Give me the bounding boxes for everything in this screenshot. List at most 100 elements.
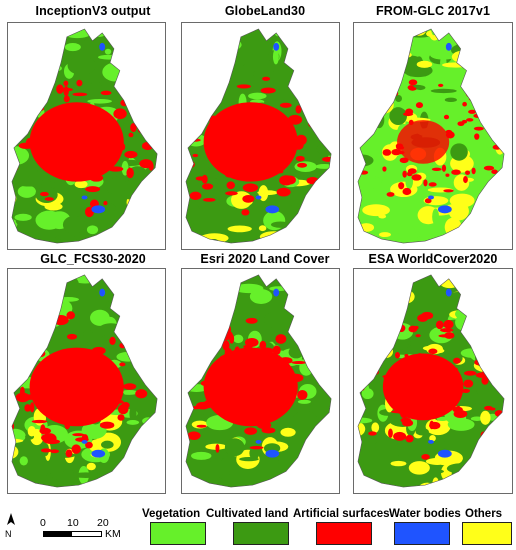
land-patch <box>35 210 63 230</box>
land-patch <box>14 213 32 221</box>
land-patch <box>474 459 481 477</box>
land-patch <box>146 352 158 371</box>
land-patch <box>212 38 242 52</box>
urban-patch <box>200 380 217 387</box>
urban-patch <box>411 174 422 181</box>
land-patch <box>192 56 203 61</box>
urban-patch <box>24 404 32 412</box>
land-patch <box>132 148 158 163</box>
urban-patch <box>68 107 83 113</box>
water-body <box>255 439 262 444</box>
land-patch <box>87 98 112 104</box>
urban-patch <box>396 145 405 150</box>
land-patch <box>422 345 443 351</box>
land-patch <box>302 83 311 98</box>
land-patch <box>318 380 332 390</box>
urban-patch <box>90 409 105 418</box>
legend-swatch-water-bodies <box>394 522 450 545</box>
urban-patch <box>473 126 484 131</box>
land-patch <box>357 353 365 363</box>
land-patch <box>146 336 158 348</box>
land-patch <box>283 280 293 292</box>
urban-patch <box>438 83 444 88</box>
water-body <box>91 449 106 458</box>
land-patch <box>451 482 468 488</box>
urban-patch <box>226 181 235 190</box>
region-boundary <box>357 28 505 244</box>
land-patch <box>218 310 228 327</box>
urban-patch <box>274 405 288 411</box>
urban-patch <box>91 346 106 355</box>
urban-patch <box>66 311 75 320</box>
urban-patch <box>53 318 64 323</box>
land-patch <box>358 32 381 53</box>
land-patch <box>277 457 308 467</box>
urban-patch <box>297 162 308 168</box>
water-body <box>437 205 452 214</box>
land-patch <box>196 241 203 244</box>
urban-patch <box>235 162 246 169</box>
urban-patch <box>219 147 234 154</box>
land-patch <box>140 58 153 69</box>
land-patch <box>280 427 296 437</box>
land-patch <box>68 274 96 277</box>
urban-patch <box>287 114 303 125</box>
urban-patch <box>487 372 500 379</box>
land-patch <box>320 319 332 331</box>
land-patch <box>430 88 457 94</box>
region-boundary <box>11 28 158 244</box>
land-patch <box>503 154 505 168</box>
urban-patch <box>226 404 240 409</box>
urban-patch <box>383 374 393 384</box>
land-patch <box>506 223 512 237</box>
land-patch <box>123 313 135 323</box>
land-patch <box>213 31 242 44</box>
land-patch <box>321 274 330 281</box>
land-patch <box>297 399 311 404</box>
urban-patch <box>416 353 424 361</box>
land-patch <box>311 451 332 464</box>
land-patch <box>185 76 209 90</box>
land-patch <box>445 437 458 445</box>
land-patch <box>335 398 339 415</box>
water-body <box>297 326 302 333</box>
land-patch <box>249 446 260 460</box>
water-body <box>265 449 280 458</box>
urban-patch <box>221 372 234 378</box>
land-patch <box>329 215 332 232</box>
land-patch <box>182 155 186 167</box>
land-patch <box>193 100 202 117</box>
water-body <box>81 195 88 200</box>
land-patch <box>11 338 30 352</box>
land-patch <box>309 437 320 454</box>
urban-patch <box>90 111 100 123</box>
urban-patch <box>124 150 138 159</box>
urban-patch <box>408 79 418 86</box>
urban-patch <box>279 357 293 365</box>
land-patch <box>147 352 158 362</box>
land-patch <box>357 477 366 484</box>
panel-title-2: GlobeLand30 <box>224 4 306 18</box>
urban-patch <box>297 389 308 400</box>
land-patch <box>313 440 331 454</box>
land-patch <box>18 69 35 79</box>
land-patch <box>377 97 387 117</box>
land-patch <box>206 476 223 483</box>
region-boundary <box>11 274 158 488</box>
land-patch <box>129 141 145 148</box>
urban-patch <box>484 405 493 411</box>
land-patch <box>486 231 505 243</box>
urban-patch <box>76 409 83 414</box>
land-patch <box>387 338 412 350</box>
land-patch <box>40 42 64 51</box>
legend-label-vegetation: Vegetation <box>142 508 201 520</box>
urban-patch <box>443 319 454 329</box>
land-patch <box>374 439 405 453</box>
land-patch <box>86 462 96 471</box>
land-patch <box>324 287 332 303</box>
land-patch <box>13 59 30 65</box>
urban-patch <box>423 179 428 187</box>
urban-patch <box>135 389 148 399</box>
urban-patch <box>31 419 48 424</box>
urban-patch <box>407 168 417 174</box>
